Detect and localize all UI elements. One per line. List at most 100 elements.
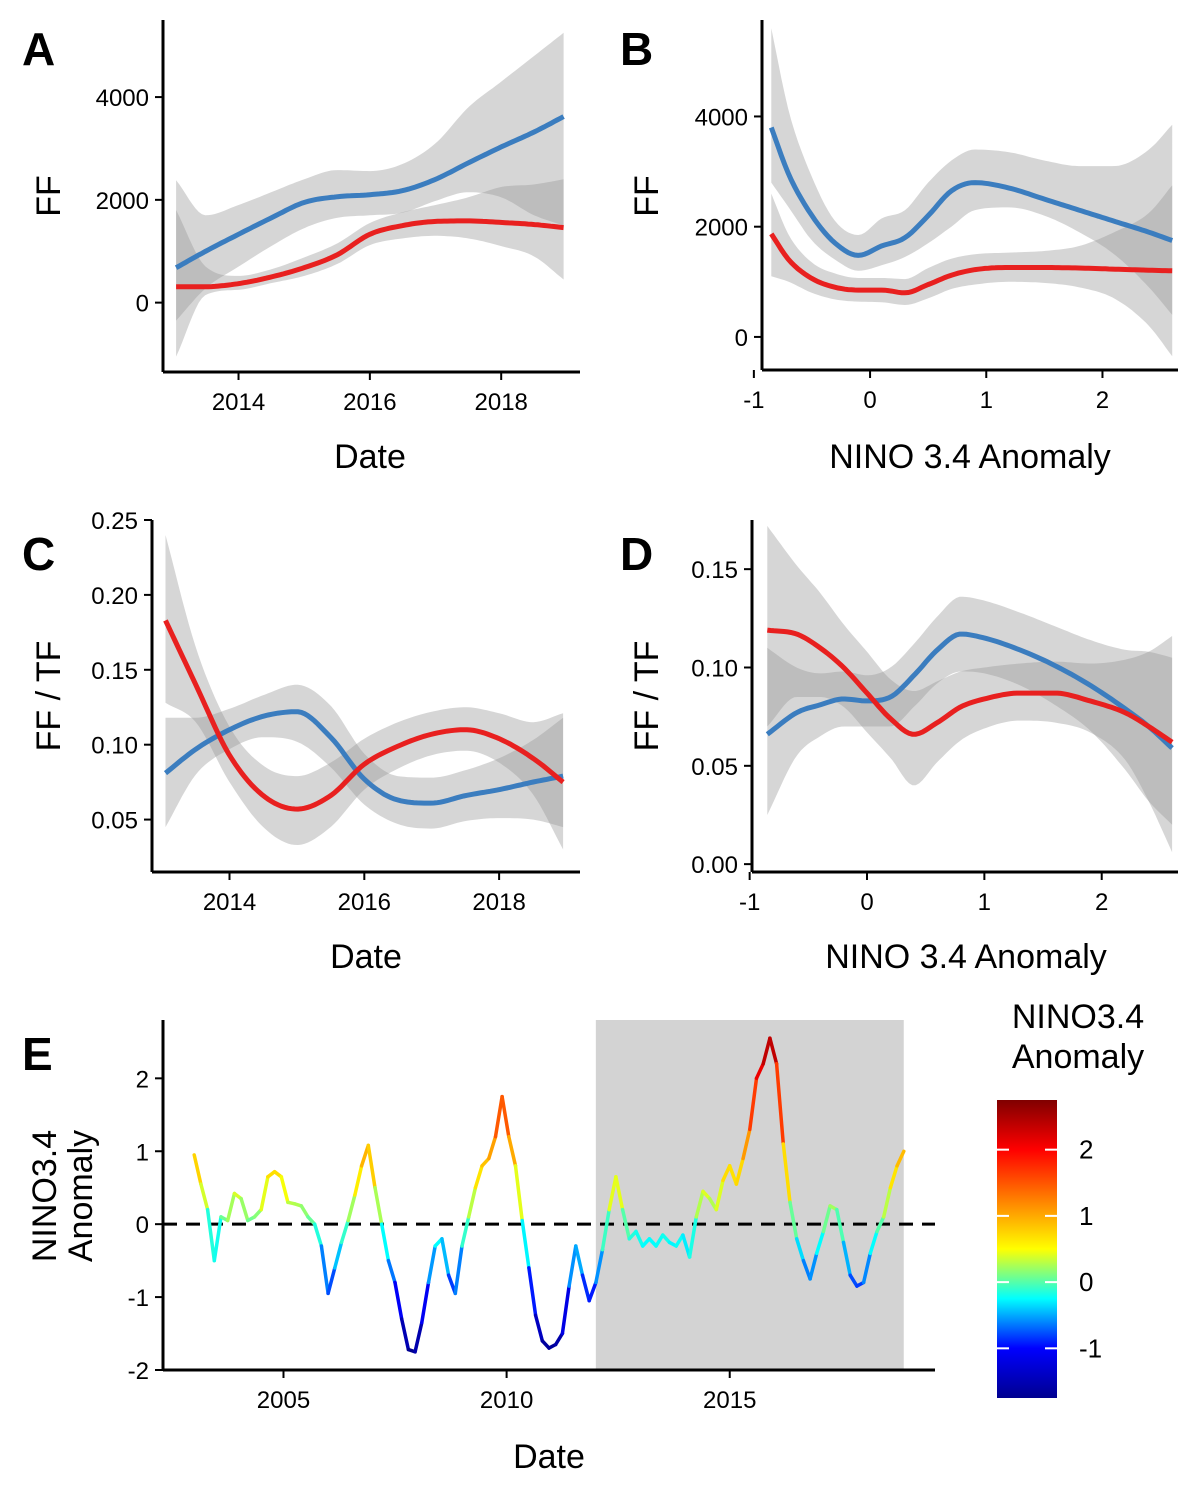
- y-tick-label: 1: [136, 1139, 149, 1166]
- series-segment: [620, 1207, 632, 1241]
- confidence-band-blue: [165, 684, 564, 829]
- confidence-band-blue: [771, 28, 1173, 315]
- series-segment: [353, 1164, 364, 1197]
- y-tick-label: 0.20: [91, 583, 138, 610]
- y-axis-title: FF / TF: [628, 641, 666, 752]
- series-segment: [875, 1215, 886, 1234]
- y-tick-label: 0.05: [91, 808, 138, 835]
- series-segment: [607, 1175, 618, 1212]
- y-tick-label: 0.10: [691, 655, 738, 682]
- series-segment: [393, 1280, 404, 1321]
- nino-series-line: [192, 1036, 906, 1354]
- series-segment: [399, 1317, 411, 1352]
- color-legend: -1 0 1 2 NINO3.4 Anomaly: [997, 998, 1144, 1398]
- legend-tick-label: 2: [1079, 1135, 1093, 1165]
- x-axis-title: NINO 3.4 Anomaly: [825, 938, 1107, 976]
- series-segment: [761, 1036, 772, 1066]
- series-segment: [814, 1229, 826, 1256]
- series-segment: [788, 1200, 799, 1241]
- x-axis-title: NINO 3.4 Anomaly: [829, 438, 1111, 476]
- series-segment: [560, 1284, 571, 1336]
- y-tick-label: -1: [128, 1285, 149, 1312]
- panel-a: 2014 2016 2018 0 2000 4000 A Date FF: [22, 20, 580, 476]
- panel-b: -1 0 1 2 0 2000 4000 B NINO 3.4 Anomaly FF: [620, 20, 1178, 476]
- series-segment: [841, 1240, 852, 1277]
- series-line-blue: [163, 709, 564, 806]
- series-segment: [500, 1094, 511, 1139]
- series-segment: [379, 1222, 391, 1263]
- confidence-band-red: [176, 179, 564, 357]
- y-tick-label: 4000: [695, 104, 748, 131]
- legend-title: NINO3.4 Anomaly: [1012, 998, 1144, 1076]
- series-segment: [868, 1229, 879, 1256]
- series-segment: [600, 1207, 611, 1252]
- series-segment: [781, 1142, 792, 1205]
- series-segment: [366, 1143, 377, 1190]
- series-segment: [346, 1193, 357, 1223]
- x-tick-label: -1: [743, 387, 764, 414]
- series-segment: [587, 1280, 598, 1303]
- x-tick-label: 1: [978, 889, 991, 916]
- x-tick-label: 2: [1095, 889, 1108, 916]
- series-segment: [801, 1258, 812, 1281]
- series-segment: [553, 1331, 565, 1347]
- series-segment: [507, 1134, 518, 1168]
- series-segment: [299, 1204, 310, 1219]
- series-segment: [493, 1094, 504, 1139]
- series-segment: [466, 1185, 478, 1219]
- series-segment: [312, 1222, 324, 1248]
- x-tick-label: 2005: [257, 1387, 310, 1414]
- series-segment: [259, 1175, 270, 1212]
- y-tick-label: 0.05: [691, 754, 738, 781]
- shaded-period: [595, 1020, 904, 1370]
- series-segment: [373, 1185, 384, 1226]
- y-axis-title: FF: [628, 175, 666, 217]
- series-segment: [580, 1273, 591, 1303]
- series-segment: [205, 1207, 217, 1263]
- series-segment: [888, 1164, 899, 1190]
- panel-c: 2014 2016 2018 0.05 0.10 0.15 0.20 0.25 C Date FF …: [22, 508, 580, 976]
- series-segment: [808, 1251, 819, 1281]
- y-tick-label: 2000: [96, 188, 149, 215]
- x-tick-label: 2018: [475, 389, 528, 416]
- series-segment: [848, 1273, 859, 1288]
- panel-letter: B: [620, 23, 653, 75]
- series-segment: [326, 1266, 337, 1296]
- series-segment: [594, 1247, 605, 1285]
- x-tick-label: 0: [860, 889, 873, 916]
- legend-tick-label: 0: [1079, 1267, 1093, 1297]
- y-tick-label: 0.00: [691, 852, 738, 879]
- series-segment: [774, 1062, 786, 1146]
- panel-letter: A: [22, 23, 55, 75]
- y-tick-label: 0: [735, 325, 748, 352]
- series-line-red: [769, 232, 1173, 296]
- series-segment: [861, 1251, 873, 1285]
- series-segment: [768, 1036, 779, 1066]
- series-line-blue: [765, 631, 1174, 750]
- series-segment: [413, 1320, 424, 1354]
- series-segment: [513, 1164, 524, 1223]
- panel-letter: C: [22, 528, 55, 580]
- series-segment: [881, 1185, 893, 1219]
- series-segment: [520, 1218, 531, 1270]
- x-tick-label: 2: [1096, 387, 1109, 414]
- x-tick-label: 0: [863, 387, 876, 414]
- confidence-band-blue: [176, 32, 564, 321]
- x-tick-label: 2010: [480, 1387, 533, 1414]
- series-segment: [527, 1266, 538, 1318]
- y-tick-label: 2000: [695, 215, 748, 242]
- series-line-red: [766, 627, 1174, 745]
- y-tick-label: 2: [136, 1066, 149, 1093]
- panel-d: -1 0 1 2 0.00 0.05 0.10 0.15 D NINO 3.4 Anomaly FF…: [620, 520, 1178, 976]
- y-tick-label: 0: [136, 291, 149, 318]
- series-segment: [694, 1189, 705, 1219]
- series-segment: [460, 1215, 471, 1248]
- series-segment: [741, 1127, 752, 1161]
- legend-tick-label: -1: [1079, 1333, 1102, 1363]
- y-tick-label: 4000: [96, 85, 149, 112]
- series-segment: [333, 1240, 344, 1270]
- series-segment: [748, 1076, 759, 1132]
- series-segment: [821, 1204, 832, 1234]
